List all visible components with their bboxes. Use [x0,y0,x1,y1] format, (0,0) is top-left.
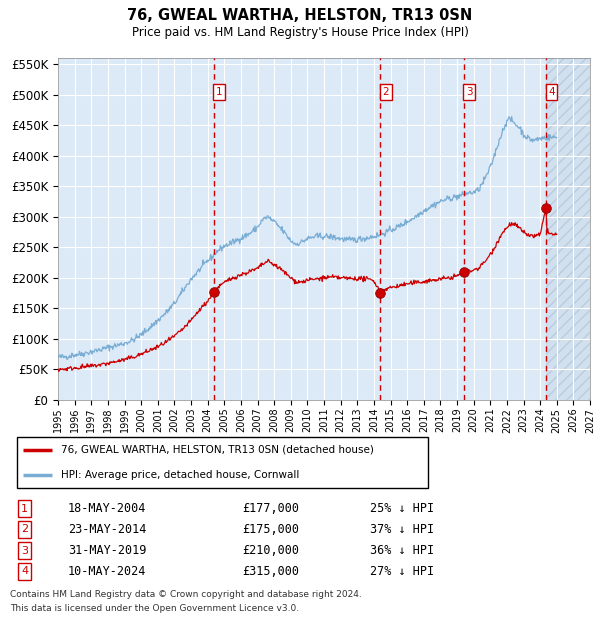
Bar [546,58,590,400]
FancyBboxPatch shape [17,436,428,489]
Text: £315,000: £315,000 [242,565,299,578]
Text: 3: 3 [21,546,28,556]
Text: 18-MAY-2004: 18-MAY-2004 [68,502,146,515]
Bar [546,58,590,400]
Text: 2: 2 [21,525,28,534]
Text: £210,000: £210,000 [242,544,299,557]
Text: £175,000: £175,000 [242,523,299,536]
Text: 76, GWEAL WARTHA, HELSTON, TR13 0SN (detached house): 76, GWEAL WARTHA, HELSTON, TR13 0SN (det… [61,445,374,455]
Text: 76, GWEAL WARTHA, HELSTON, TR13 0SN: 76, GWEAL WARTHA, HELSTON, TR13 0SN [127,8,473,23]
Text: 31-MAY-2019: 31-MAY-2019 [68,544,146,557]
Text: 3: 3 [466,87,472,97]
Text: 36% ↓ HPI: 36% ↓ HPI [370,544,434,557]
Text: 25% ↓ HPI: 25% ↓ HPI [370,502,434,515]
Text: This data is licensed under the Open Government Licence v3.0.: This data is licensed under the Open Gov… [10,604,299,613]
Text: 37% ↓ HPI: 37% ↓ HPI [370,523,434,536]
Text: 10-MAY-2024: 10-MAY-2024 [68,565,146,578]
Text: 2: 2 [382,87,389,97]
Text: 27% ↓ HPI: 27% ↓ HPI [370,565,434,578]
Text: 4: 4 [548,87,555,97]
Text: 1: 1 [216,87,223,97]
Text: 4: 4 [21,567,28,577]
Text: Contains HM Land Registry data © Crown copyright and database right 2024.: Contains HM Land Registry data © Crown c… [10,590,362,599]
Text: 1: 1 [21,503,28,513]
Text: Price paid vs. HM Land Registry's House Price Index (HPI): Price paid vs. HM Land Registry's House … [131,26,469,39]
Text: HPI: Average price, detached house, Cornwall: HPI: Average price, detached house, Corn… [61,470,299,480]
Text: 23-MAY-2014: 23-MAY-2014 [68,523,146,536]
Text: £177,000: £177,000 [242,502,299,515]
